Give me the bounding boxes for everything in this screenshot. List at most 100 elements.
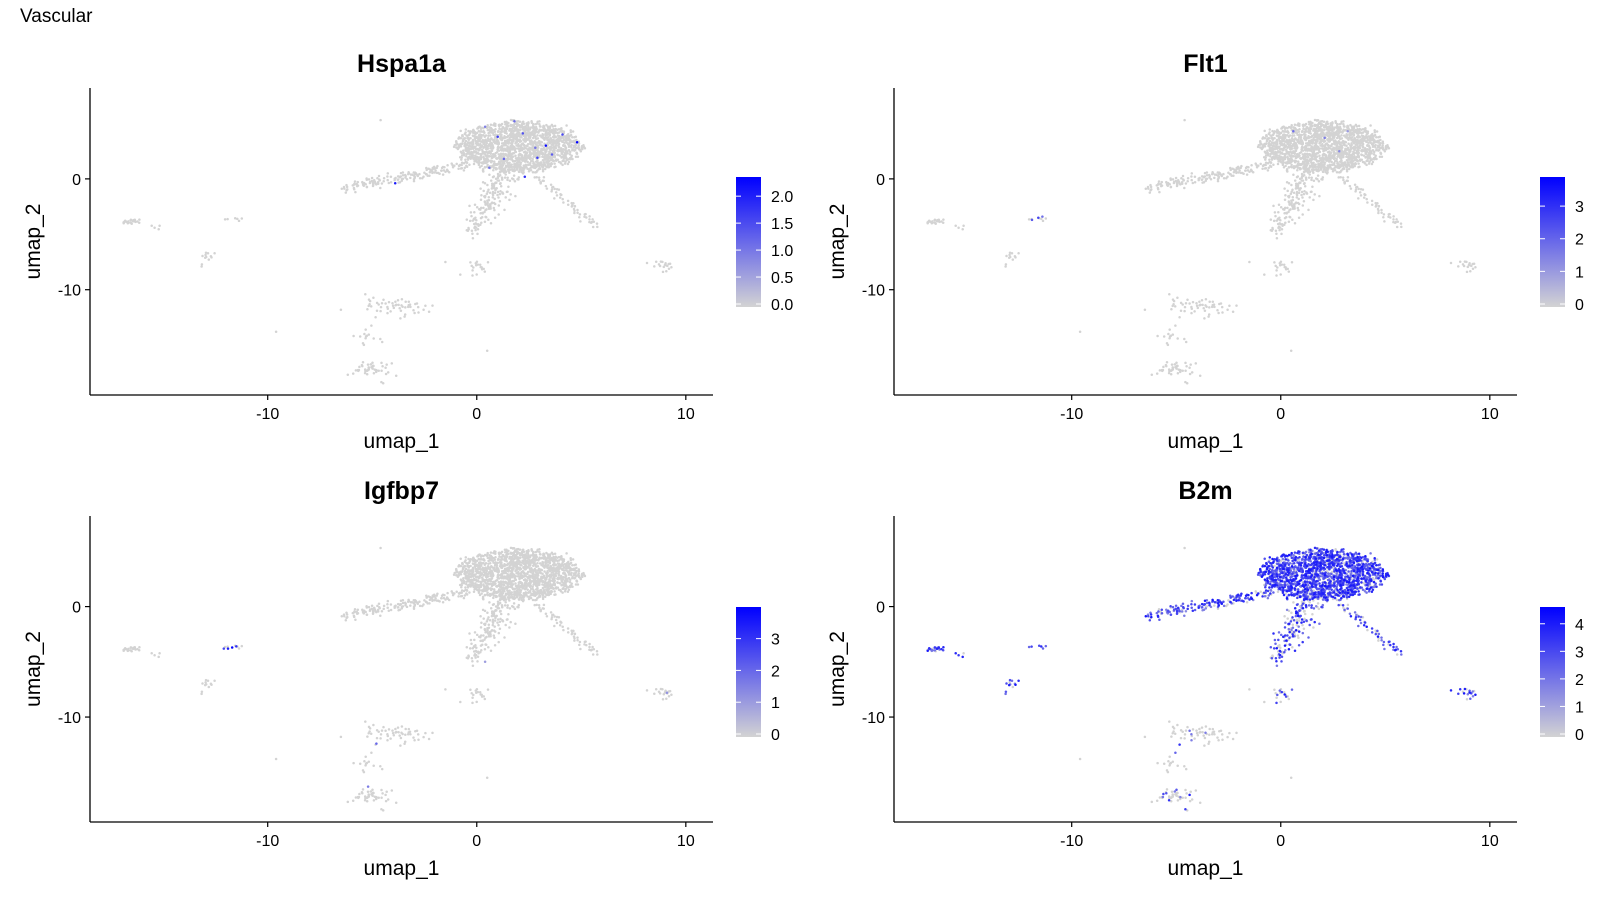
cell-point xyxy=(1301,196,1304,199)
cell-point xyxy=(1273,136,1276,140)
cell-point xyxy=(1222,176,1226,180)
cell-point xyxy=(451,166,455,169)
cell-point xyxy=(553,590,556,593)
cell-point xyxy=(1249,168,1253,171)
cell-point xyxy=(1078,330,1082,334)
cell-point xyxy=(1311,185,1314,188)
cell-point xyxy=(1184,361,1187,365)
cell-point xyxy=(497,160,501,163)
cell-point xyxy=(416,305,420,309)
cell-point xyxy=(548,125,552,128)
cell-point xyxy=(450,162,453,165)
cell-point xyxy=(513,179,517,183)
cell-point xyxy=(401,171,405,174)
cell-point xyxy=(469,157,472,160)
cell-point xyxy=(1375,149,1378,152)
cell-point xyxy=(1259,146,1262,149)
cell-point xyxy=(494,133,497,136)
cell-point-expressing xyxy=(536,156,539,160)
cell-point xyxy=(935,219,939,223)
cell-point xyxy=(1316,174,1320,177)
cell-point xyxy=(431,304,434,307)
cell-point xyxy=(493,130,497,134)
cell-point xyxy=(1293,204,1296,207)
cell-point xyxy=(566,151,569,155)
cell-point xyxy=(1216,309,1219,312)
cell-point xyxy=(353,180,357,183)
cell-point xyxy=(470,153,474,157)
cell-point xyxy=(486,260,490,264)
cell-point xyxy=(571,130,575,133)
cell-point xyxy=(1287,220,1291,223)
cell-point xyxy=(1175,184,1179,188)
cell-point xyxy=(417,311,420,314)
cell-point xyxy=(1180,182,1184,186)
cell-point xyxy=(530,131,534,134)
cell-point xyxy=(491,193,495,197)
cell-point xyxy=(493,216,497,219)
cell-point xyxy=(1211,170,1214,174)
cell-point xyxy=(558,196,562,199)
cell-point-expressing xyxy=(1037,216,1040,219)
cell-point xyxy=(399,317,402,320)
cell-point xyxy=(509,193,512,196)
cell-point xyxy=(532,142,535,146)
cell-point xyxy=(460,156,463,159)
cell-point xyxy=(1285,139,1289,143)
cell-point xyxy=(526,167,529,171)
cell-point xyxy=(386,178,389,182)
cell-point xyxy=(1376,207,1380,211)
cell-point xyxy=(1279,131,1283,135)
cell-point xyxy=(1303,185,1307,188)
cell-point xyxy=(522,171,525,174)
cell-point xyxy=(567,149,570,152)
panel-title: Igfbp7 xyxy=(364,477,439,505)
cell-point xyxy=(580,144,584,148)
cell-point xyxy=(1331,121,1334,124)
cell-point xyxy=(1341,129,1345,133)
cell-point xyxy=(1283,155,1286,159)
cell-point xyxy=(1184,340,1188,344)
cell-point xyxy=(531,133,534,136)
cell-point-expressing xyxy=(523,175,527,178)
cell-point xyxy=(1330,144,1333,148)
cell-point xyxy=(517,144,520,148)
cell-point xyxy=(1268,131,1271,134)
cell-point xyxy=(1360,140,1364,144)
cell-point xyxy=(1287,159,1290,163)
cell-point xyxy=(522,143,526,147)
cell-point xyxy=(1302,192,1306,196)
cell-point xyxy=(470,229,474,233)
cell-point xyxy=(506,155,509,158)
cell-point xyxy=(588,215,591,218)
cell-point xyxy=(367,304,370,308)
cell-point xyxy=(1284,193,1287,197)
cell-point xyxy=(1309,127,1313,131)
cell-point xyxy=(540,148,543,152)
cell-point xyxy=(1202,180,1206,184)
cell-point xyxy=(378,178,381,181)
cell-point xyxy=(1263,137,1267,140)
cell-point xyxy=(130,222,133,225)
cell-point xyxy=(1165,180,1168,184)
cell-point xyxy=(1184,302,1188,305)
cell-point xyxy=(1191,181,1195,185)
cell-point xyxy=(501,164,505,167)
cell-point xyxy=(358,365,361,369)
cell-point xyxy=(1256,145,1260,149)
cell-point xyxy=(470,214,473,218)
cell-point xyxy=(465,218,469,221)
cell-point xyxy=(510,129,514,133)
cell-point xyxy=(1169,177,1172,180)
cell-point xyxy=(1186,176,1190,180)
cell-point xyxy=(666,264,669,268)
cell-point xyxy=(1171,333,1175,336)
cell-point xyxy=(129,219,132,222)
cell-point-expressing xyxy=(1041,215,1044,218)
cell-point xyxy=(1255,166,1259,169)
cell-point xyxy=(1292,173,1295,176)
cell-point xyxy=(354,190,357,194)
cell-point xyxy=(459,129,462,133)
cell-point xyxy=(1321,176,1325,179)
cell-point xyxy=(1294,149,1297,152)
